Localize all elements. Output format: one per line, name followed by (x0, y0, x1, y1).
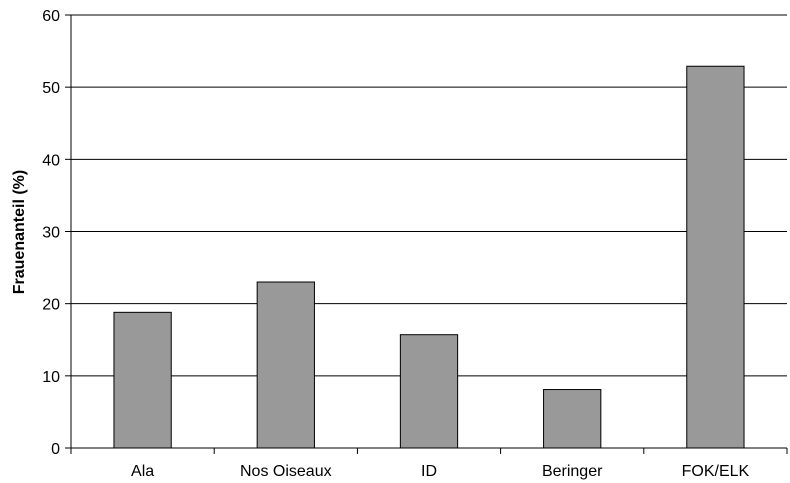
bar-beringer (544, 390, 601, 448)
bar-fok-elk (687, 66, 744, 448)
y-tick-label: 0 (51, 441, 60, 458)
x-tick-label: Nos Oiseaux (240, 463, 332, 480)
bar-ala (114, 312, 171, 448)
bars (114, 66, 744, 448)
x-tick-label: FOK/ELK (682, 463, 750, 480)
y-axis-label: Frauenanteil (%) (11, 170, 28, 294)
y-tick-label: 10 (42, 369, 60, 386)
bar-nos-oiseaux (257, 282, 314, 448)
x-tick-label: Ala (131, 463, 154, 480)
y-tick-label: 60 (42, 8, 60, 25)
x-tick-label: ID (421, 463, 437, 480)
y-tick-label: 20 (42, 297, 60, 314)
y-tick-label: 30 (42, 225, 60, 242)
y-tick-label: 40 (42, 152, 60, 169)
y-tick-label: 50 (42, 80, 60, 97)
x-tick-label: Beringer (542, 463, 603, 480)
x-tick-labels: Ala Nos Oiseaux ID Beringer FOK/ELK (131, 463, 749, 480)
bar-id (400, 335, 457, 448)
y-tick-labels: 0 10 20 30 40 50 60 (42, 8, 60, 458)
gridlines (71, 15, 787, 376)
